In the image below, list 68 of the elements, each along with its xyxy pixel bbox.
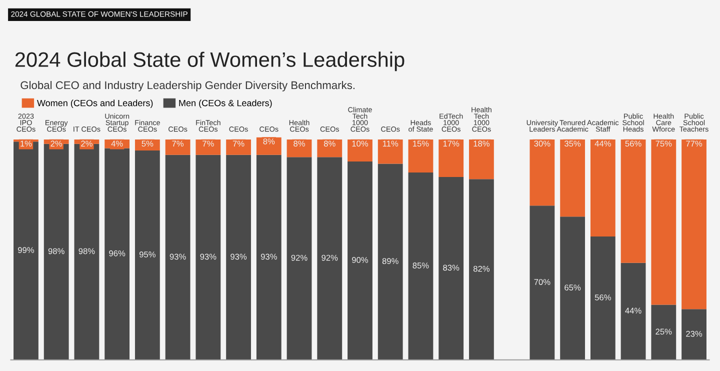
data-label: 75% <box>656 140 672 147</box>
bar <box>165 154 190 360</box>
data-label: 92% <box>322 254 338 261</box>
data-label: 23% <box>686 330 702 337</box>
bar <box>530 139 555 206</box>
data-label: 1% <box>20 140 32 147</box>
data-label: 17% <box>443 140 460 147</box>
data-label: 10% <box>352 140 368 147</box>
data-label: 44% <box>594 140 611 147</box>
data-label: 4% <box>111 140 123 147</box>
data-label: 83% <box>443 264 460 271</box>
data-label: 92% <box>291 254 308 261</box>
data-label: 93% <box>170 254 186 260</box>
data-label: 11% <box>382 140 398 147</box>
bar <box>560 216 586 360</box>
data-label: 90% <box>352 257 368 263</box>
data-label: 93% <box>230 254 247 260</box>
chart-subtitle: Global CEO and Industry Leadership Gender Diversity Benchmarks. <box>20 80 354 92</box>
bar <box>286 157 312 360</box>
data-label: 8% <box>294 140 305 147</box>
data-label: 70% <box>534 279 550 285</box>
bar <box>196 154 221 360</box>
bar <box>226 154 251 360</box>
data-label: 77% <box>686 140 702 147</box>
bar <box>256 154 282 360</box>
data-label: 96% <box>109 250 126 256</box>
bar <box>560 139 586 217</box>
bar <box>317 157 342 360</box>
data-label: 5% <box>142 140 154 147</box>
data-label: 99% <box>18 247 34 254</box>
bar <box>620 262 646 360</box>
legend-label: Women (CEOs and Leaders) <box>37 100 153 108</box>
data-label: 18% <box>474 140 490 147</box>
data-label: 25% <box>656 328 672 335</box>
data-label: 95% <box>139 252 156 258</box>
data-label: 85% <box>412 262 429 268</box>
data-label: 7% <box>172 140 184 147</box>
chart-title: 2024 Global State of Women’s Leadership <box>15 52 404 72</box>
data-label: 98% <box>78 248 95 254</box>
data-label: 15% <box>413 140 429 147</box>
data-label: 98% <box>48 248 64 254</box>
bar <box>408 172 434 360</box>
bar <box>530 206 555 360</box>
data-label: 7% <box>202 140 214 147</box>
data-label: 8% <box>263 138 275 144</box>
bar <box>590 236 616 360</box>
data-label: 82% <box>473 266 490 272</box>
data-label: 56% <box>625 140 642 147</box>
data-label: 93% <box>260 254 277 260</box>
data-label: 44% <box>625 308 642 314</box>
data-label: 93% <box>200 254 216 260</box>
data-label: 7% <box>232 140 244 147</box>
bar <box>348 162 372 360</box>
bar <box>682 139 706 310</box>
bar <box>469 179 494 360</box>
bar <box>438 176 464 360</box>
data-label: 89% <box>382 258 398 264</box>
bar <box>620 139 646 263</box>
data-label: 35% <box>564 140 581 147</box>
bar <box>378 164 403 360</box>
bar <box>651 139 676 305</box>
bar <box>590 139 616 236</box>
legend-label: Men (CEOs & Leaders) <box>179 100 272 108</box>
data-label: 65% <box>564 284 581 290</box>
data-label: 30% <box>534 140 550 147</box>
data-label: 56% <box>594 294 611 300</box>
bar <box>134 150 160 360</box>
data-label: 8% <box>324 140 336 147</box>
